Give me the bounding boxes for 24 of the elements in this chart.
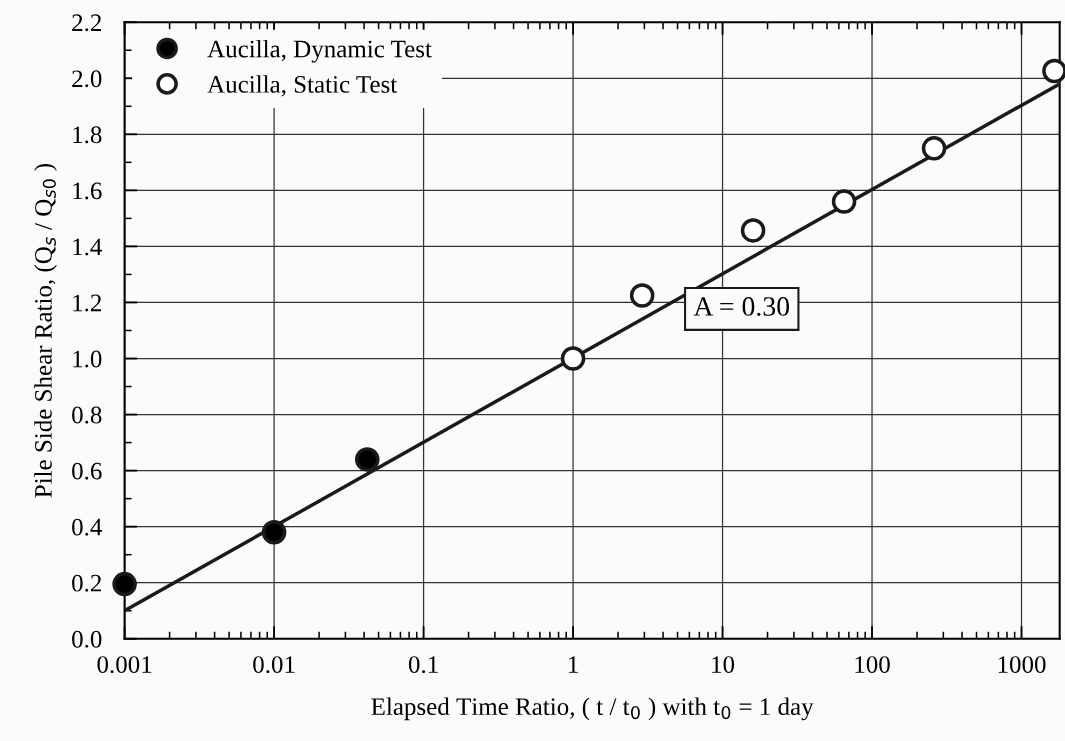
y-tick-label: 1.4 [73,238,102,256]
y-tick-label: 1.8 [73,126,102,144]
y-tick-label: 0.2 [72,574,101,592]
y-axis-title: Pile Side Shear Ratio, (Q$_{s}$ / Q$_{s0}$ ) [34,163,57,498]
x-tick-label: 0.001 [97,656,152,674]
y-tick-label: 0.4 [72,518,102,536]
y-tick-label: 2.0 [72,70,102,88]
x-axis-title: Elapsed Time Ratio, ( t / t$_{0}$ ) with t$_{0}$ = 1 day [371,697,814,721]
x-tick-label: 0.01 [253,656,295,674]
x-tick-label: 1000 [998,656,1046,673]
y-tick-label: 1.0 [73,350,102,368]
legend-label: Aucilla, Dynamic Test [207,39,432,63]
annotation: A = 0.30 [693,297,790,316]
y-tick-label: 1.2 [73,294,101,312]
x-tick-label: 0.1 [408,656,438,674]
y-tick-label: 2.2 [72,14,101,32]
y-tick-label: 0.6 [72,462,102,480]
legend-label: Aucilla, Static Test [207,75,398,97]
y-tick-label: 0.8 [72,406,102,424]
x-tick-label: 1 [569,656,578,673]
x-tick-label: 10 [712,656,735,673]
x-tick-label: 100 [855,656,890,673]
y-tick-label: 0.0 [72,630,102,648]
y-tick-label: 1.6 [73,182,102,200]
